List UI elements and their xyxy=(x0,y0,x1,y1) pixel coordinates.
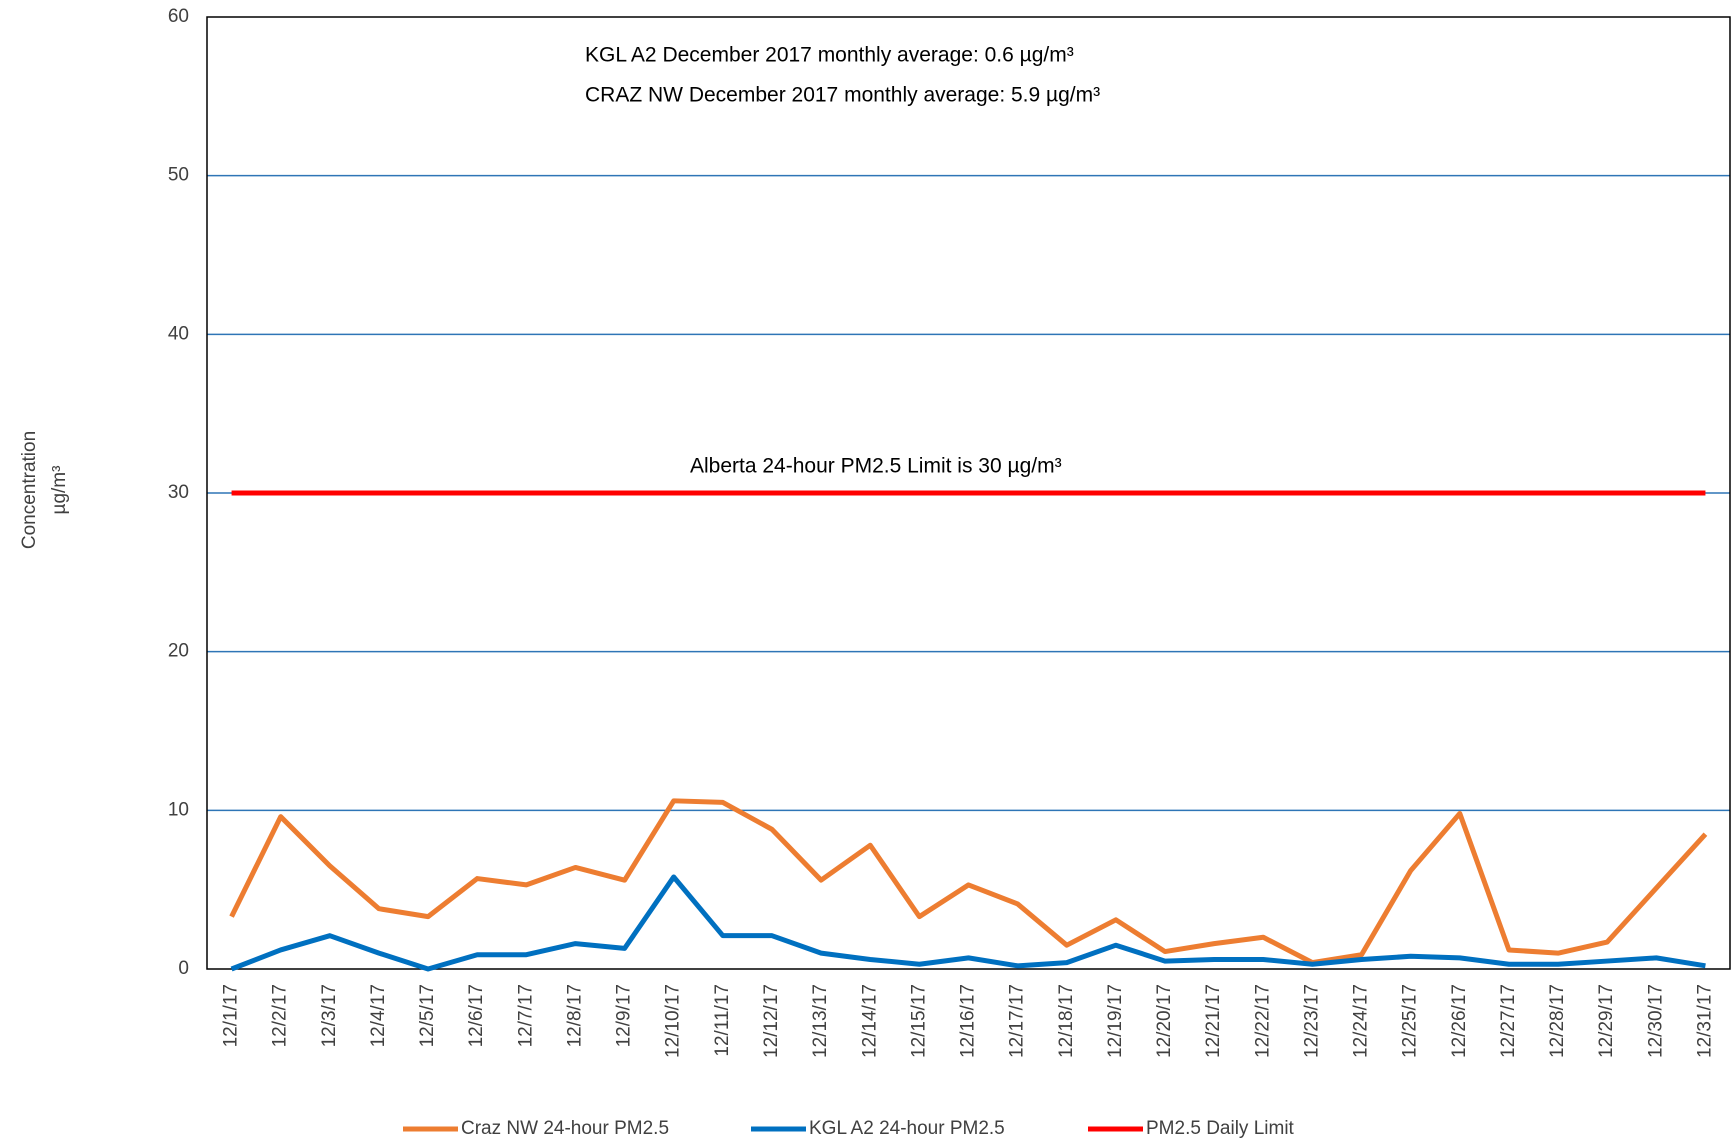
legend-label: KGL A2 24-hour PM2.5 xyxy=(809,1118,1005,1139)
x-tick-label: 12/17/17 xyxy=(1007,984,1028,1058)
annotation: Alberta 24-hour PM2.5 Limit is 30 µg/m³ xyxy=(690,455,1062,478)
y-tick-label: 40 xyxy=(168,323,189,344)
x-tick-label: 12/3/17 xyxy=(319,984,340,1047)
x-tick-label: 12/12/17 xyxy=(761,984,782,1058)
x-tick-label: 12/11/17 xyxy=(712,984,733,1057)
x-tick-label: 12/2/17 xyxy=(270,984,291,1047)
annotation: CRAZ NW December 2017 monthly average: 5… xyxy=(585,84,1100,107)
x-tick-label: 12/5/17 xyxy=(417,984,438,1047)
y-tick-label: 60 xyxy=(168,6,189,27)
x-tick-label: 12/25/17 xyxy=(1400,984,1421,1058)
x-tick-label: 12/28/17 xyxy=(1547,984,1568,1058)
x-tick-label: 12/26/17 xyxy=(1449,984,1470,1058)
x-tick-label: 12/6/17 xyxy=(466,984,487,1047)
x-tick-label: 12/15/17 xyxy=(908,984,929,1058)
y-axis-label: µg/m³ xyxy=(49,466,70,515)
x-tick-label: 12/7/17 xyxy=(515,984,536,1047)
legend-label: PM2.5 Daily Limit xyxy=(1146,1118,1295,1139)
annotation: KGL A2 December 2017 monthly average: 0.… xyxy=(585,44,1074,67)
x-tick-label: 12/4/17 xyxy=(368,984,389,1047)
x-tick-label: 12/10/17 xyxy=(663,984,684,1058)
x-tick-label: 12/23/17 xyxy=(1301,984,1322,1058)
x-tick-label: 12/8/17 xyxy=(564,984,585,1047)
x-tick-label: 12/16/17 xyxy=(958,984,979,1058)
plot-border xyxy=(206,16,1731,970)
x-tick-label: 12/9/17 xyxy=(614,984,635,1047)
y-tick-label: 0 xyxy=(178,958,189,979)
y-tick-label: 30 xyxy=(168,482,189,503)
x-tick-label: 12/29/17 xyxy=(1596,984,1617,1058)
x-tick-label: 12/27/17 xyxy=(1498,984,1519,1058)
data-line xyxy=(229,798,1708,966)
x-tick-label: 12/14/17 xyxy=(859,984,880,1058)
x-tick-label: 12/19/17 xyxy=(1105,984,1126,1058)
x-tick-label: 12/20/17 xyxy=(1154,984,1175,1058)
y-axis-label: Concentration xyxy=(19,431,40,549)
x-tick-label: 12/24/17 xyxy=(1351,984,1372,1058)
legend-label: Craz NW 24-hour PM2.5 xyxy=(461,1118,669,1139)
x-tick-label: 12/18/17 xyxy=(1056,984,1077,1058)
x-tick-label: 12/13/17 xyxy=(810,984,831,1058)
y-tick-label: 50 xyxy=(168,165,189,186)
data-line xyxy=(230,874,1706,972)
x-tick-label: 12/30/17 xyxy=(1645,984,1666,1058)
x-tick-label: 12/31/17 xyxy=(1694,984,1715,1058)
y-tick-label: 10 xyxy=(168,799,189,820)
y-tick-label: 20 xyxy=(168,641,189,662)
x-tick-label: 12/22/17 xyxy=(1252,984,1273,1058)
x-tick-label: 12/1/17 xyxy=(221,984,242,1047)
x-tick-label: 12/21/17 xyxy=(1203,984,1224,1058)
